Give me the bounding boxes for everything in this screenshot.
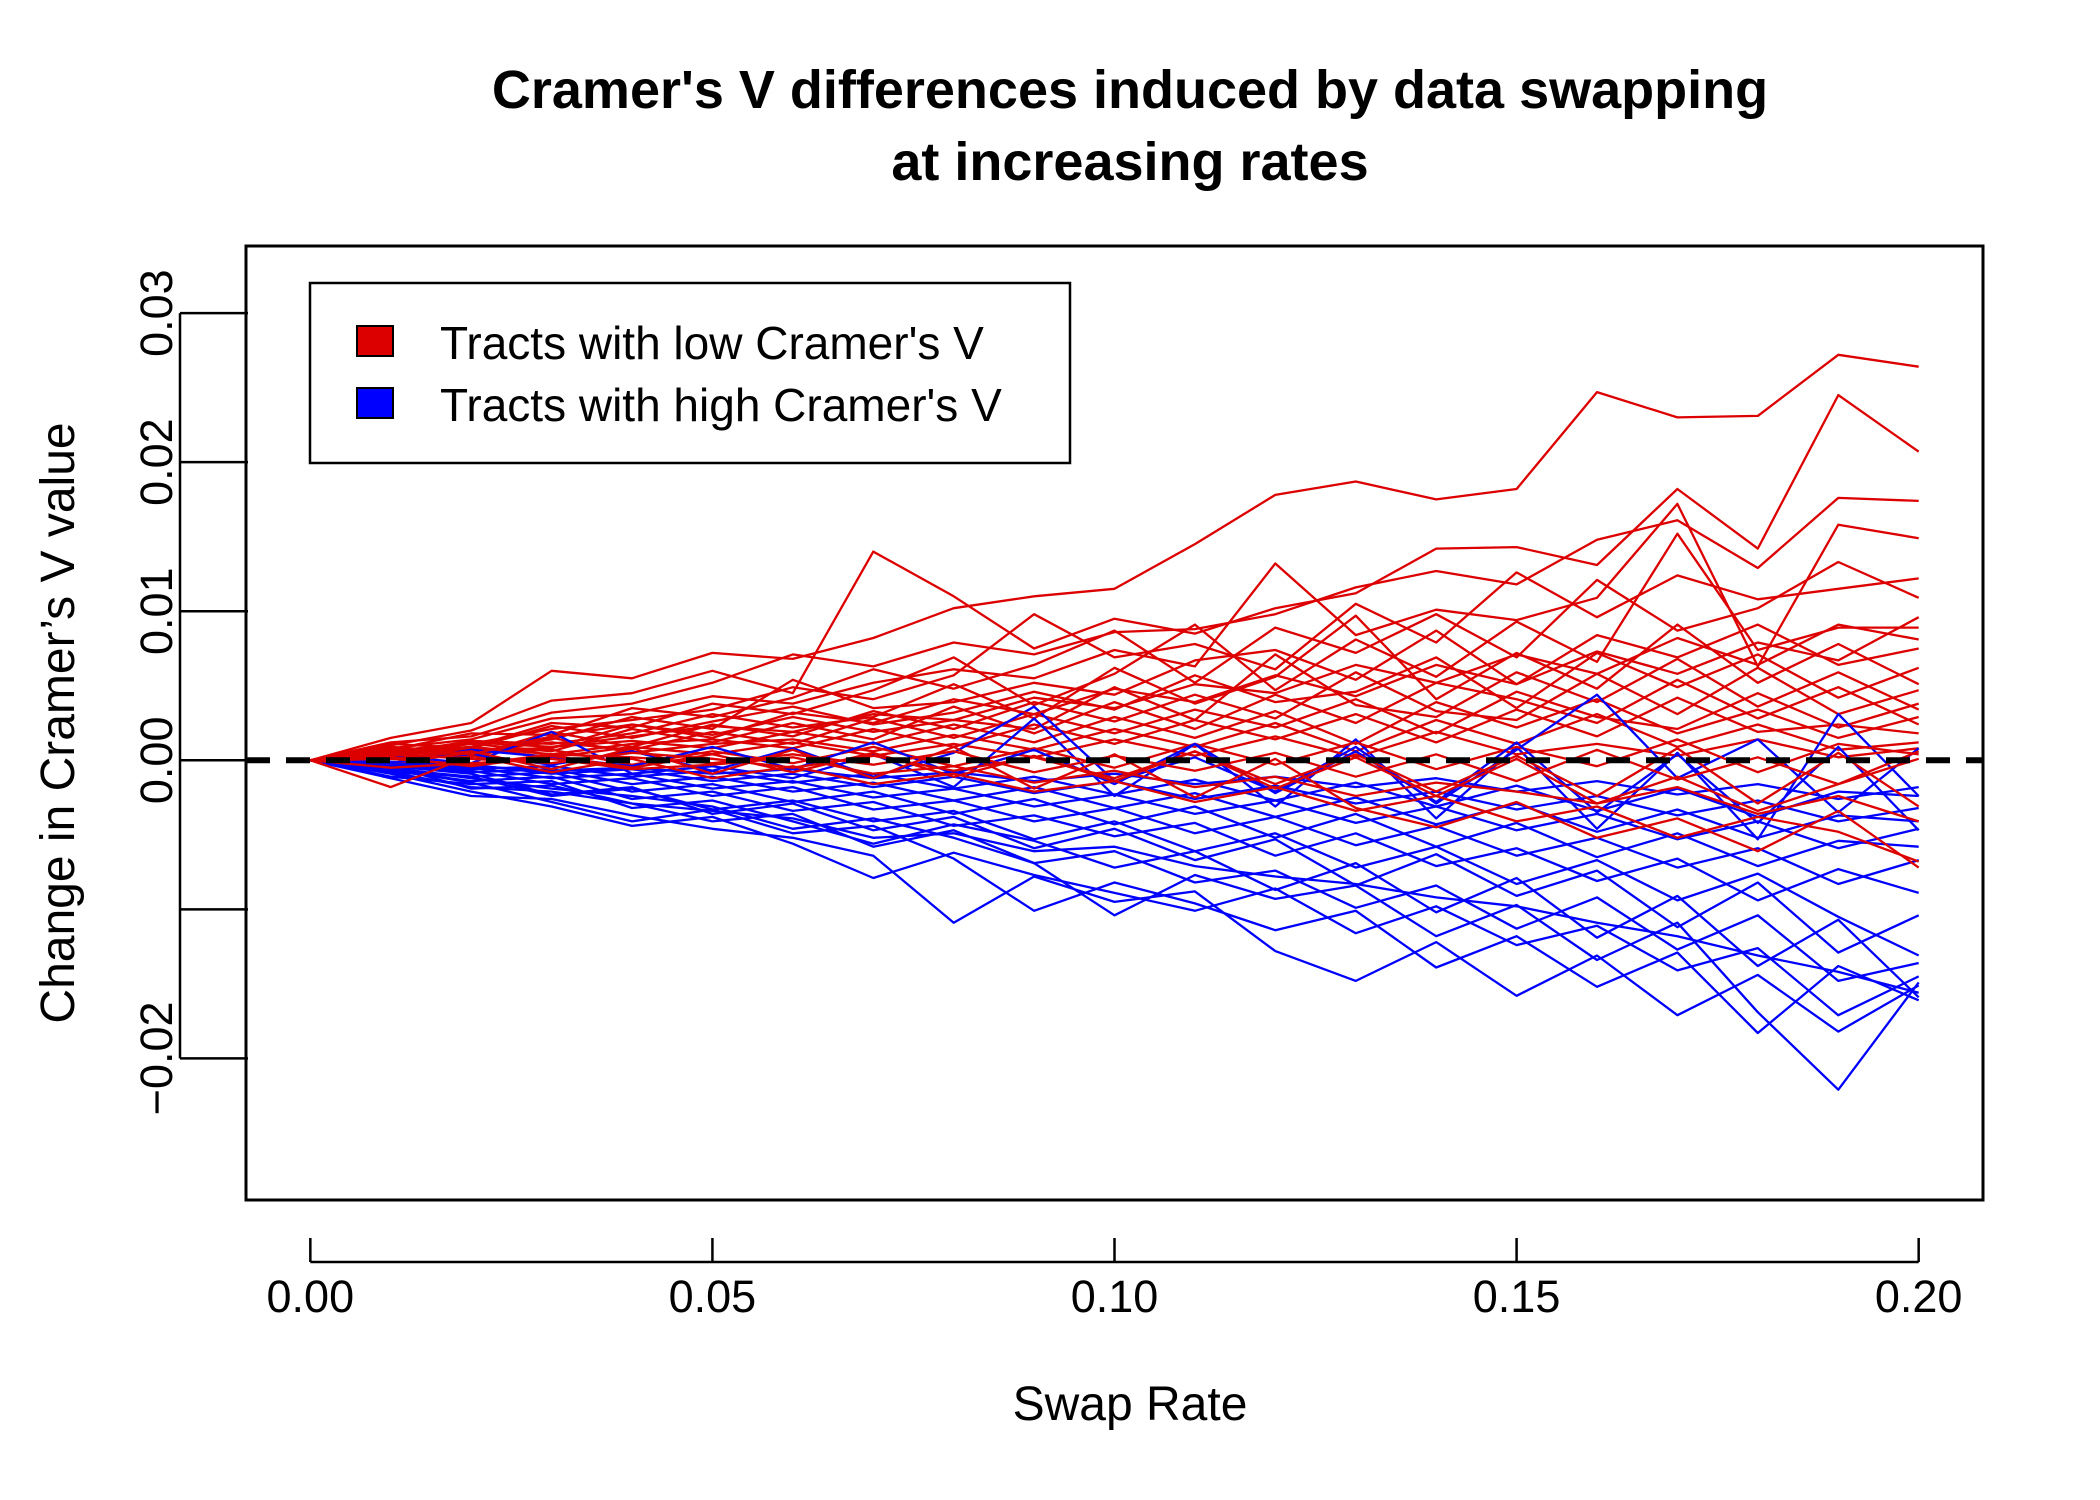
series-line-high-14: [310, 759, 1920, 1033]
series-line-high-9: [310, 759, 1919, 839]
series-line-low-10: [310, 651, 1920, 762]
series-layer: [309, 353, 1920, 1091]
series-line-low-20: [310, 748, 1920, 786]
series-line-high-15: [310, 759, 1920, 1035]
chart-title-line-2: at increasing rates: [891, 132, 1368, 192]
series-line-low-11: [310, 653, 1920, 762]
x-tick-label: 0.15: [1473, 1271, 1561, 1322]
series-line-low-1: [309, 353, 1919, 762]
plot-frame: [244, 244, 1985, 1202]
series-line-low-12: [310, 666, 1920, 762]
x-tick-label: 0.20: [1875, 1271, 1963, 1322]
x-tick-label: 0.10: [1071, 1271, 1159, 1322]
legend-box: [308, 281, 1072, 465]
x-tick-label: 0.00: [267, 1271, 355, 1322]
chart-title-line-1: Cramer's V differences induced by data s…: [492, 60, 1768, 120]
series-line-low-4: [310, 502, 1919, 762]
y-tick-label: 0.00: [131, 717, 182, 805]
x-axis: 0.00 0.05 0.10 0.15 0.20: [267, 1238, 1963, 1322]
y-axis-label: Change in Cramer’s V value: [32, 422, 85, 1023]
series-line-low-2: [310, 393, 1920, 762]
series-line-low-3: [310, 496, 1919, 762]
y-tick-label: −0.02: [131, 1001, 182, 1115]
series-line-high-7: [310, 759, 1919, 868]
legend-label-low: Tracts with low Cramer's V: [440, 317, 984, 369]
series-line-low-7: [310, 532, 1919, 762]
y-tick-label: 0.01: [131, 567, 182, 655]
series-line-low-26: [310, 623, 1919, 762]
series-line-high-16: [310, 759, 1920, 1091]
x-tick-label: 0.05: [669, 1271, 757, 1322]
legend-swatch-high: [356, 387, 394, 419]
series-line-high-5: [310, 759, 1920, 902]
series-line-low-6: [310, 560, 1920, 762]
y-tick-label: 0.02: [131, 418, 182, 506]
series-line-high-13: [310, 759, 1920, 1017]
series-line-high-3: [310, 759, 1920, 999]
series-line-low-27: [310, 616, 1920, 762]
series-line-high-12: [310, 759, 1919, 801]
legend-label-high: Tracts with high Cramer's V: [440, 379, 1002, 431]
series-line-high-17: [310, 759, 1920, 957]
series-line-low-16: [310, 696, 1919, 762]
legend: Tracts with low Cramer's V Tracts with h…: [308, 281, 1072, 465]
legend-swatch-low: [356, 325, 394, 357]
series-line-high-18: [310, 712, 1920, 841]
y-tick-label: 0.03: [131, 269, 182, 357]
y-axis: −0.02 0.00 0.01 0.02 0.03: [131, 269, 248, 1115]
x-axis-label: Swap Rate: [1013, 1378, 1248, 1431]
